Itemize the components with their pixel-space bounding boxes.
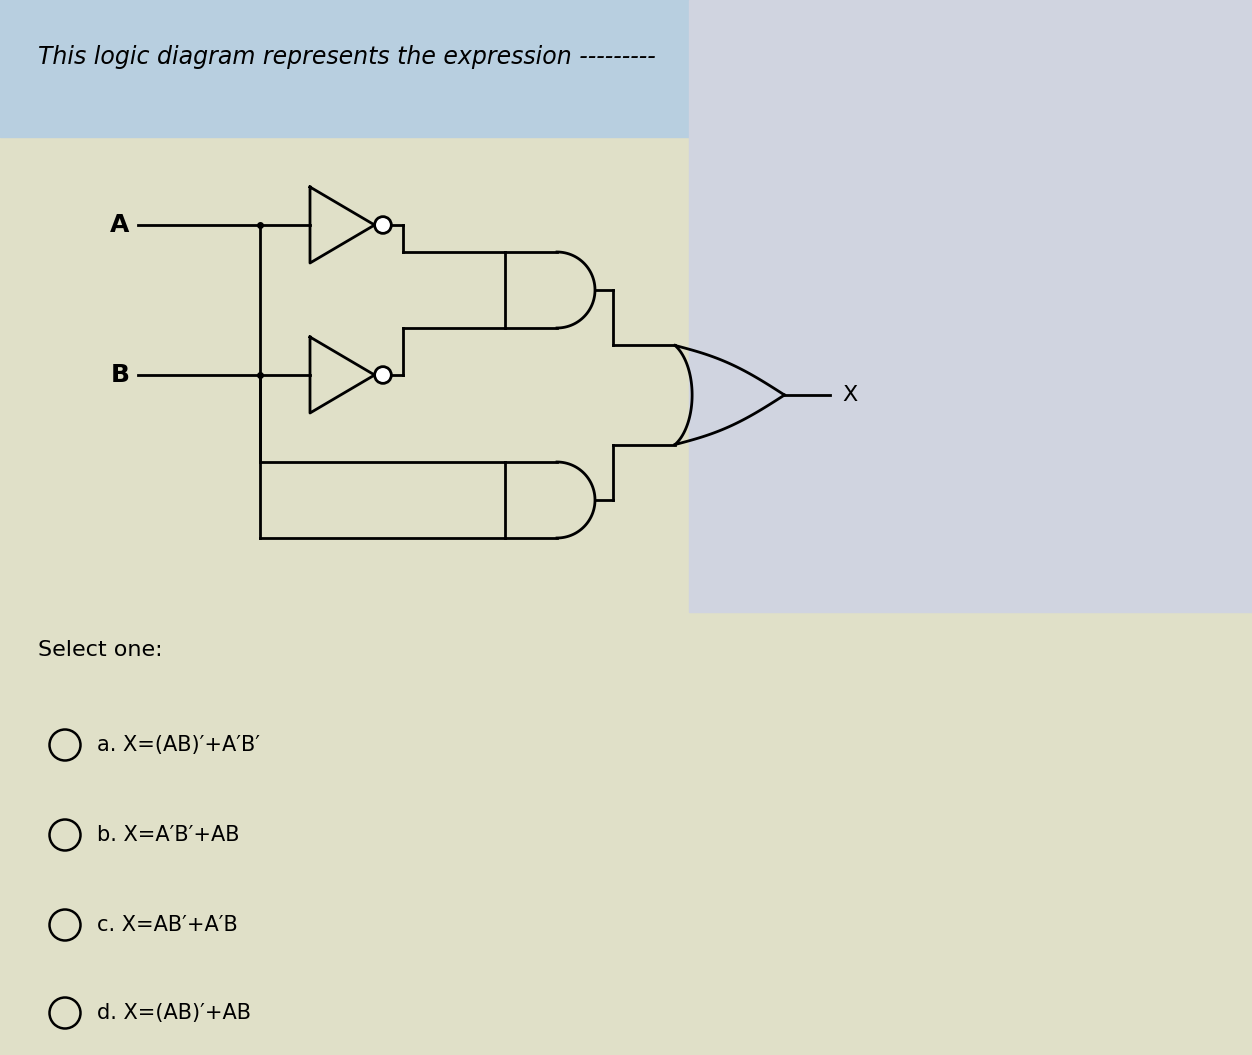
Text: a. X=(AB)′+A′B′: a. X=(AB)′+A′B′ [96, 735, 260, 755]
Text: d. X=(AB)′+AB: d. X=(AB)′+AB [96, 1003, 250, 1023]
Circle shape [374, 367, 392, 383]
Bar [689, 0, 1252, 612]
Circle shape [374, 216, 392, 233]
Text: Select one:: Select one: [38, 640, 163, 660]
Text: c. X=AB′+A′B: c. X=AB′+A′B [96, 915, 238, 935]
Text: b. X=A′B′+AB: b. X=A′B′+AB [96, 825, 239, 845]
Text: B: B [110, 363, 129, 387]
Bar [0, 0, 1252, 137]
Text: A: A [110, 213, 130, 237]
Text: This logic diagram represents the expression ---------: This logic diagram represents the expres… [38, 45, 656, 69]
Text: X: X [843, 385, 858, 405]
